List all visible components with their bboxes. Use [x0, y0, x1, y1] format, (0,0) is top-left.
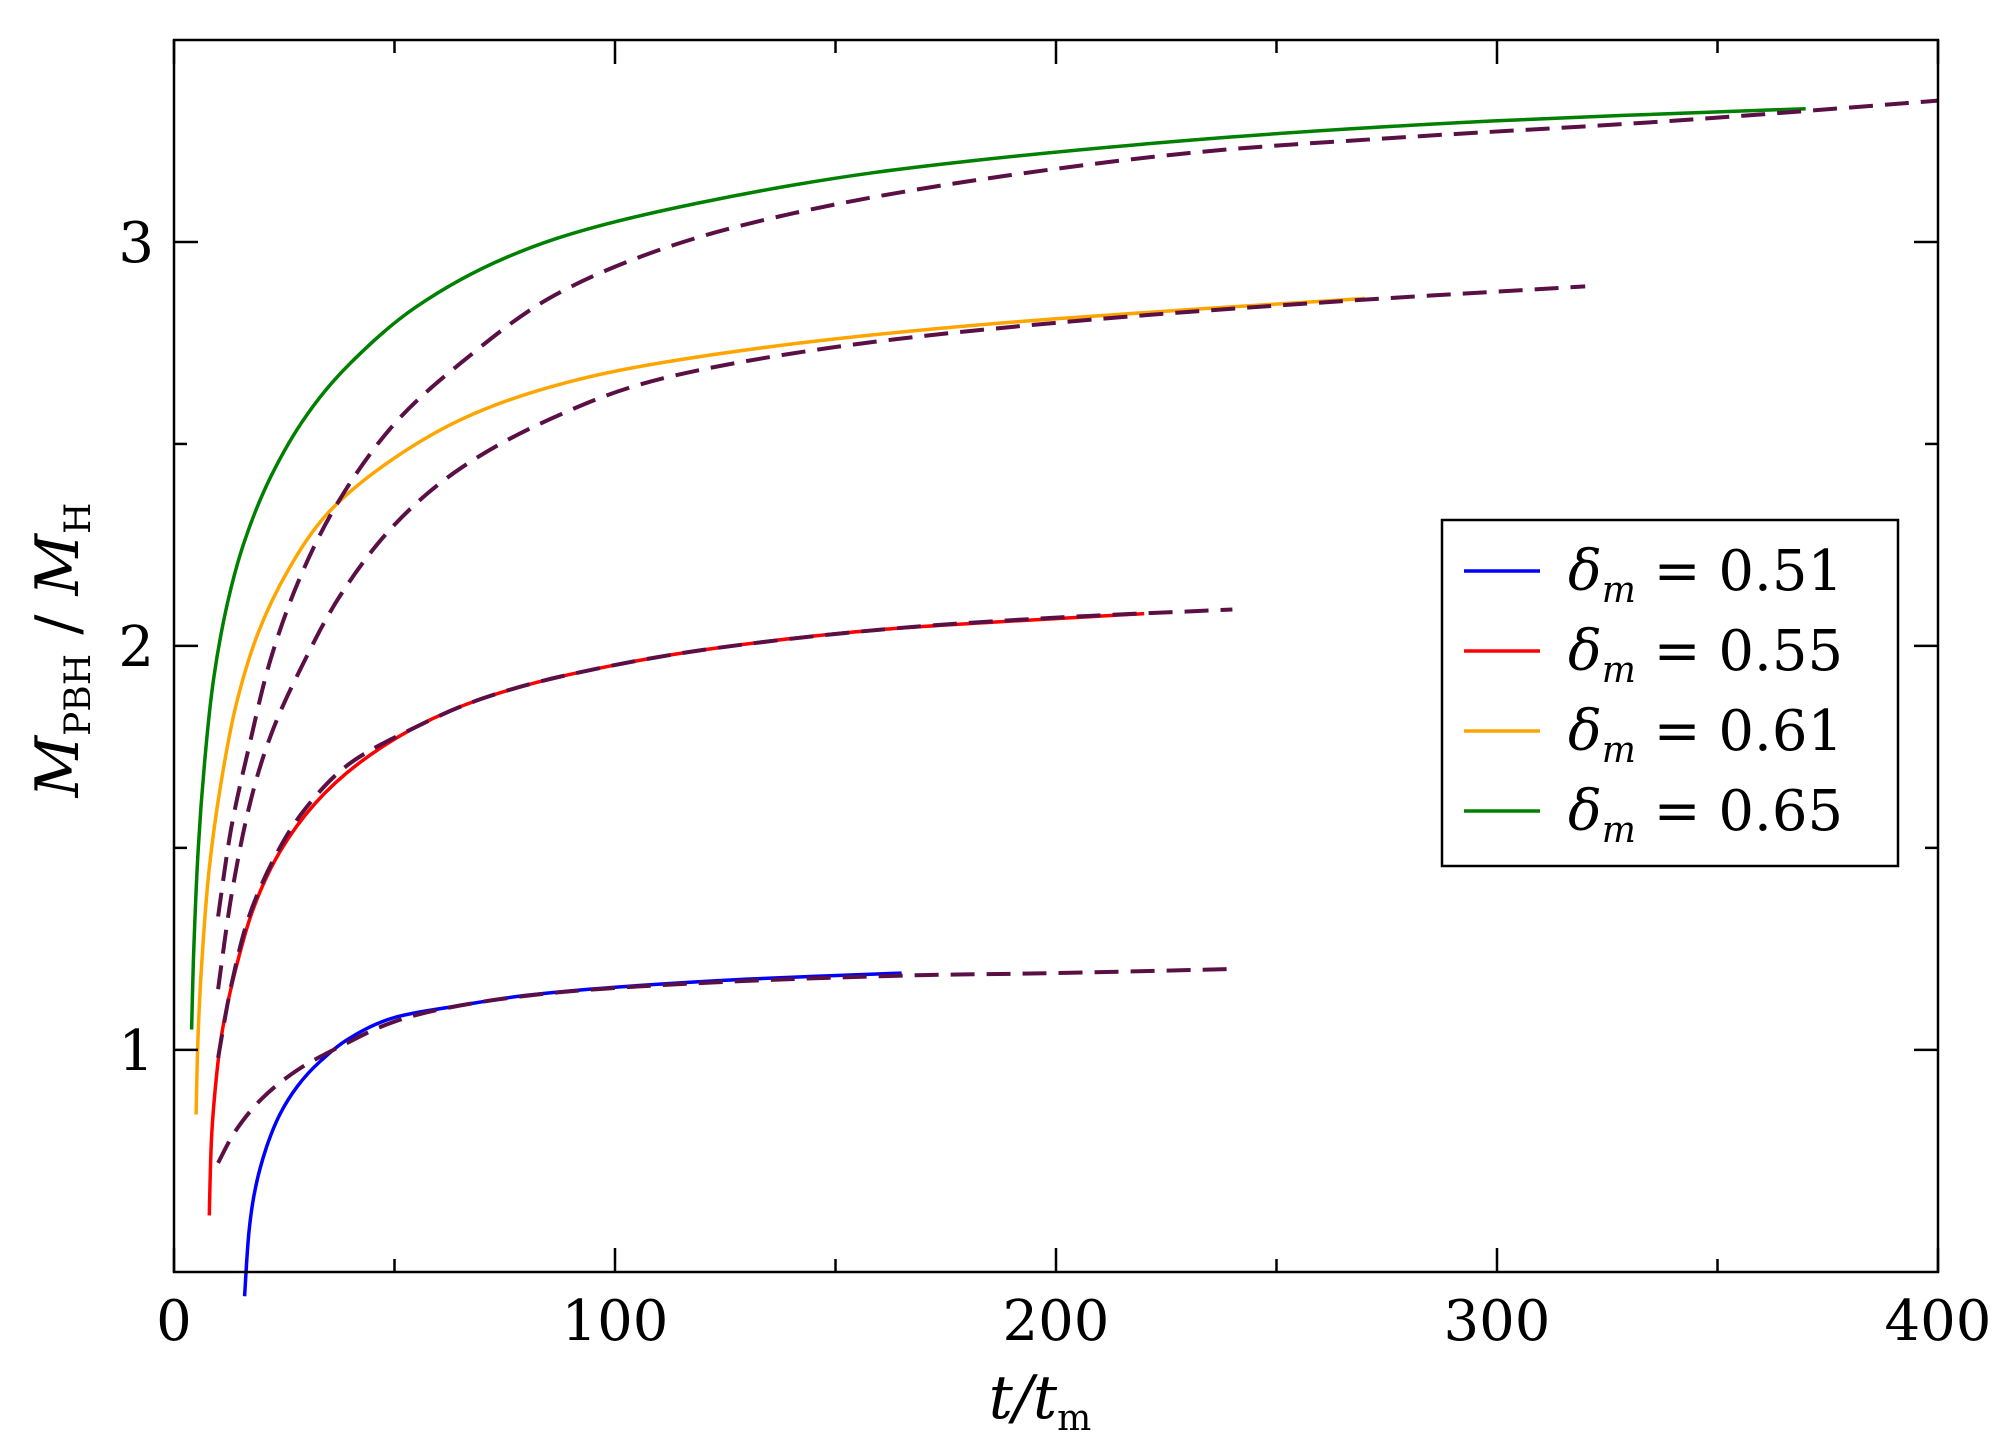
fit-curve-dashed-4 [216, 967, 1233, 1164]
fit-curve-dashed-7 [216, 98, 1939, 917]
y-axis-label-m2: M [23, 532, 93, 596]
series-line-3 [189, 106, 1806, 1030]
legend-label-061: δm = 0.61 [1568, 699, 1843, 771]
y-tick-label-1: 2 [118, 615, 154, 680]
y-axis-label-s2: H [58, 503, 99, 534]
legend-label-055: δm = 0.55 [1568, 619, 1843, 691]
x-tick-label-1: 100 [562, 1289, 669, 1354]
series-line-1 [207, 611, 1145, 1216]
legend-sym-061: δ [1568, 699, 1602, 764]
x-tick-label-3: 300 [1444, 1289, 1551, 1354]
x-axis-label: t/tm [989, 1363, 1092, 1439]
legend-rest-065: = 0.65 [1636, 779, 1843, 844]
legend-sym-055: δ [1568, 619, 1602, 684]
legend-sym-065: δ [1568, 779, 1602, 844]
legend-sub-061: m [1602, 730, 1636, 771]
legend-label-051: δm = 0.51 [1568, 539, 1843, 611]
legend-entry-065: δm = 0.65 [1464, 779, 1843, 851]
legend-entry-055: δm = 0.55 [1464, 619, 1843, 691]
x-tick-label-2: 200 [1003, 1289, 1110, 1354]
curves-layer [189, 98, 1939, 1297]
x-tick-label-0: 0 [156, 1289, 192, 1354]
y-tick-label-2: 3 [118, 211, 154, 276]
fit-curve-dashed-6 [216, 284, 1586, 990]
legend-sub-065: m [1602, 810, 1636, 851]
legend-sym-051: δ [1568, 539, 1602, 604]
legend-sub-051: m [1602, 570, 1636, 611]
legend-rest-061: = 0.61 [1636, 699, 1843, 764]
series-line-2 [194, 296, 1365, 1115]
legend-sub-055: m [1602, 650, 1636, 691]
y-axis-label-sep: / [23, 595, 93, 653]
legend-label-065: δm = 0.65 [1568, 779, 1843, 851]
fit-curve-dashed-5 [216, 607, 1233, 1059]
legend-box [1440, 518, 1900, 868]
legend-rest-051: = 0.51 [1636, 539, 1843, 604]
x-axis-label-main: t/t [989, 1363, 1058, 1433]
series-line-0 [242, 971, 902, 1297]
x-tick-label-4: 400 [1885, 1289, 1992, 1354]
x-axis-label-sub: m [1057, 1398, 1091, 1439]
legend-entry-061: δm = 0.61 [1464, 699, 1843, 771]
y-tick-label-0: 1 [118, 1019, 154, 1084]
legend: δm = 0.51 δm = 0.55 δm = 0.61 δm = 0.65 [1440, 518, 1900, 868]
y-axis-label: MPBH / MH [23, 503, 99, 799]
y-axis-label-s1: PBH [58, 654, 99, 736]
legend-entry-051: δm = 0.51 [1464, 539, 1843, 611]
y-axis-label-m1: M [23, 734, 93, 798]
tick-labels-layer: 0 100 200 300 400 1 2 3 [118, 211, 1991, 1354]
legend-rest-055: = 0.55 [1636, 619, 1843, 684]
ticks-layer [172, 40, 1940, 1272]
